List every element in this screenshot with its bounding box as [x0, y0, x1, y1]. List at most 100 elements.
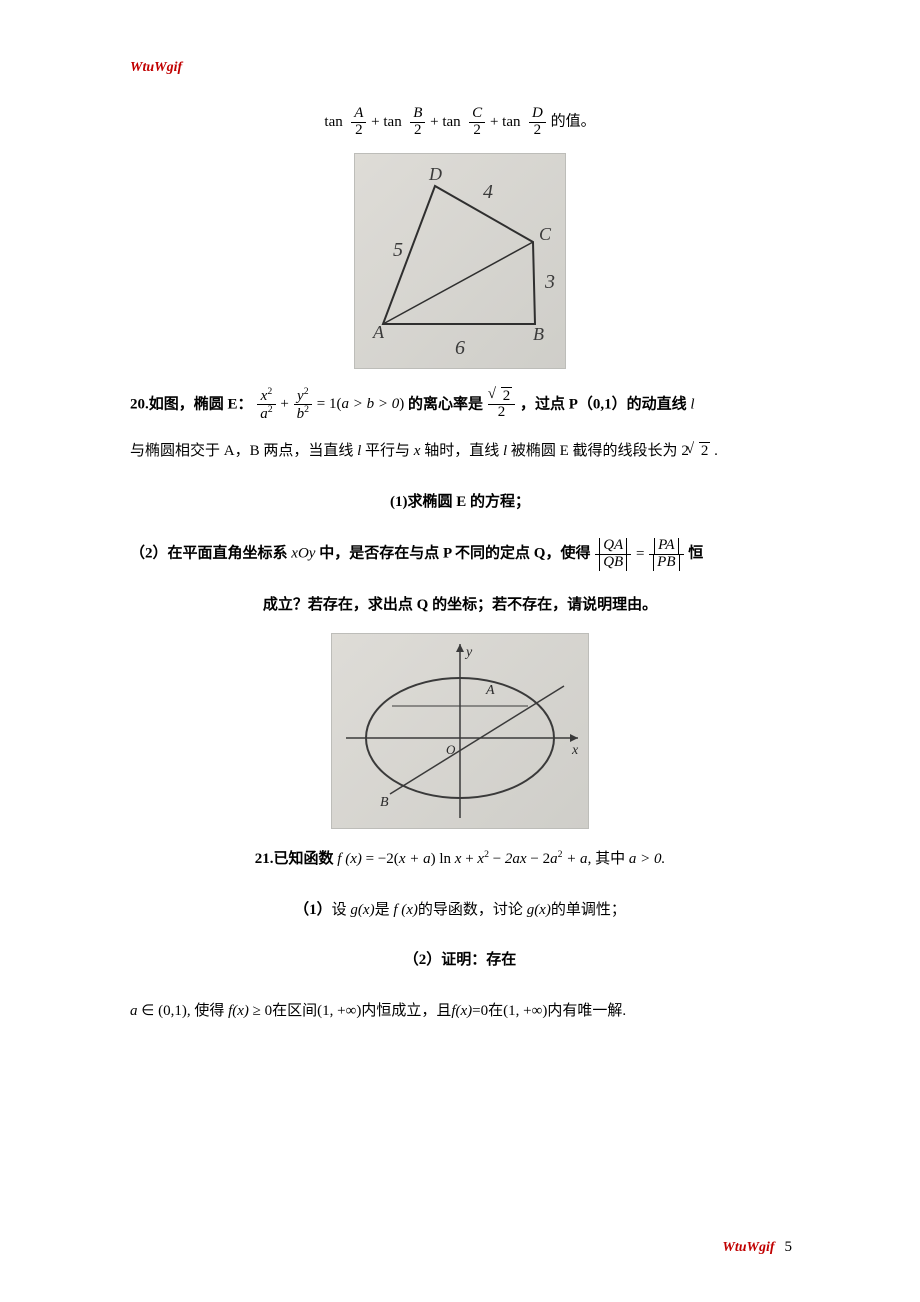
ratio-eq: = — [636, 546, 644, 562]
q21-part1: （1）设 g(x)是 f (x)的导函数，讨论 g(x)的单调性； — [130, 896, 790, 925]
q20-l2c: 轴时，直线 — [424, 443, 499, 459]
page-number: 5 — [785, 1239, 793, 1255]
plus-1: + — [371, 114, 379, 130]
q21-2ax: 2ax — [505, 851, 527, 867]
q21-final: a ∈ (0,1), 使得 f(x) ≥ 0在区间(1, +∞)内恒成立，且f(… — [130, 997, 790, 1026]
frac-C-den: 2 — [469, 123, 485, 139]
q21-cl: ) — [431, 851, 436, 867]
q20-number: 20. — [130, 396, 149, 412]
svg-text:3: 3 — [544, 271, 555, 293]
ratio-QB: QB — [599, 555, 627, 571]
watermark-bottom: WtuWgif 5 — [722, 1239, 792, 1256]
q21-number: 21. — [255, 851, 274, 867]
q20-xOy: xOy — [291, 546, 315, 562]
ratio-QA: QA — [599, 538, 627, 554]
eeq-plus: + — [280, 396, 288, 412]
eeq-close: ) — [399, 396, 404, 412]
eeq-eq: = — [317, 396, 325, 412]
fin-i1: 1 — [322, 1003, 330, 1019]
ecc-rad: 2 — [501, 387, 513, 404]
q20-mid1: 的离心率是 — [408, 396, 483, 412]
q21-m4: − — [530, 851, 538, 867]
q21-m2: −2( — [378, 851, 399, 867]
q21-x: x — [455, 851, 462, 867]
fin2-i1: 1 — [508, 1003, 516, 1019]
q21-p1-paren: （1） — [294, 902, 332, 918]
svg-text:x: x — [571, 743, 579, 758]
q20-part2-line2: 成立？若存在，求出点 Q 的坐标；若不存在，请说明理由。 — [130, 591, 790, 620]
q21-ln: ln — [439, 851, 451, 867]
q21-tail: 其中 — [595, 851, 625, 867]
fin-inf: , +∞ — [330, 1003, 357, 1019]
q21-pa: + a — [566, 851, 587, 867]
q21-m3: − — [493, 851, 501, 867]
eeq-cond: a > b > 0 — [341, 396, 399, 412]
fin-5: 内有唯一解. — [547, 1003, 626, 1019]
fin-4: 在 — [488, 1003, 503, 1019]
q21-eq: = — [366, 851, 374, 867]
q21-p1a: 设 — [332, 902, 347, 918]
content-area: tan A2 + tan B2 + tan C2 + tan D2 的值。 A … — [130, 100, 790, 1212]
figure-quadrilateral: A B C D 5 4 3 6 — [354, 153, 566, 369]
q20-mid2: ，过点 P（0,1）的动直线 — [520, 396, 687, 412]
q20-p2-tail: 恒 — [688, 546, 703, 562]
frac-B-den: 2 — [410, 123, 425, 139]
svg-text:A: A — [372, 322, 385, 342]
ratio-PB: PB — [653, 555, 679, 571]
eeq-xds: 2 — [268, 404, 273, 415]
q20-l-2: l — [357, 443, 361, 459]
svg-text:5: 5 — [393, 239, 403, 261]
q20-p2-paren: （2） — [130, 546, 168, 562]
q21-gx2: g(x) — [527, 902, 551, 918]
q21-p1b: 是 — [375, 902, 390, 918]
eeq-one: 1( — [329, 396, 342, 412]
q20-prefix: 如图，椭圆 E： — [149, 396, 253, 412]
q19-tail-text: 的值。 — [551, 114, 596, 130]
q21-p1d: 的单调性； — [551, 902, 626, 918]
fin-fx: f(x) — [228, 1003, 249, 1019]
fin-eq: = — [472, 1003, 480, 1019]
eeq-xns: 2 — [267, 386, 272, 397]
q21-p2-paren: （2） — [404, 952, 442, 968]
q21-p1c: 的导函数，讨论 — [418, 902, 523, 918]
chord-rad: 2 — [699, 442, 711, 459]
fin-open: (0,1), — [158, 1003, 191, 1019]
page: WtuWgif tan A2 + tan B2 + tan C2 + tan D… — [0, 0, 920, 1302]
frac-C-num: C — [469, 106, 485, 123]
frac-D-den: 2 — [529, 123, 546, 139]
q20-part2-line1: （2）在平面直角坐标系 xOy 中，是否存在与点 P 不同的定点 Q，使得 QA… — [130, 538, 790, 571]
eeq-yds: 2 — [304, 404, 309, 415]
plus-2: + — [430, 114, 438, 130]
watermark-bottom-text: WtuWgif — [722, 1240, 774, 1255]
q21-fx2: f (x) — [393, 902, 418, 918]
tan-1: tan — [324, 114, 342, 130]
svg-text:6: 6 — [455, 337, 465, 359]
eeq-yns: 2 — [304, 386, 309, 397]
watermark-top: WtuWgif — [130, 60, 182, 76]
fin-fx2: f(x) — [451, 1003, 472, 1019]
eeq-xd: a — [260, 406, 268, 422]
q20-p2-prefix: 在平面直角坐标系 — [168, 546, 288, 562]
q21-gx: g(x) — [350, 902, 374, 918]
q20-l2b: 平行与 — [365, 443, 410, 459]
svg-text:y: y — [464, 645, 473, 660]
q21-cm: , — [588, 851, 592, 867]
fin-3: 内恒成立，且 — [361, 1003, 451, 1019]
frac-A-num: A — [351, 106, 366, 123]
fin-in: ∈ — [141, 1003, 154, 1019]
q19-tail-formula: tan A2 + tan B2 + tan C2 + tan D2 的值。 — [130, 106, 790, 139]
svg-text:C: C — [539, 224, 552, 244]
q20-l2d: 被椭圆 E 截得的线段长为 — [511, 443, 678, 459]
fin-1: 使得 — [194, 1003, 224, 1019]
q21-x2s: 2 — [484, 849, 489, 860]
q21-p2-text: 证明：存在 — [441, 952, 516, 968]
q20-l2a: 与椭圆相交于 A，B 两点，当直线 — [130, 443, 353, 459]
fin2-inf: , +∞ — [516, 1003, 543, 1019]
fin-ge: ≥ — [253, 1003, 261, 1019]
svg-text:B: B — [533, 324, 544, 344]
eeq-yn: y — [297, 388, 304, 404]
q20-line1: 20.如图，椭圆 E： x2a2 + y2b2 = 1(a > b > 0) 的… — [130, 387, 790, 424]
q21-fx: f (x) — [337, 851, 362, 867]
plus-3: + — [490, 114, 498, 130]
tan-2: tan — [383, 114, 401, 130]
